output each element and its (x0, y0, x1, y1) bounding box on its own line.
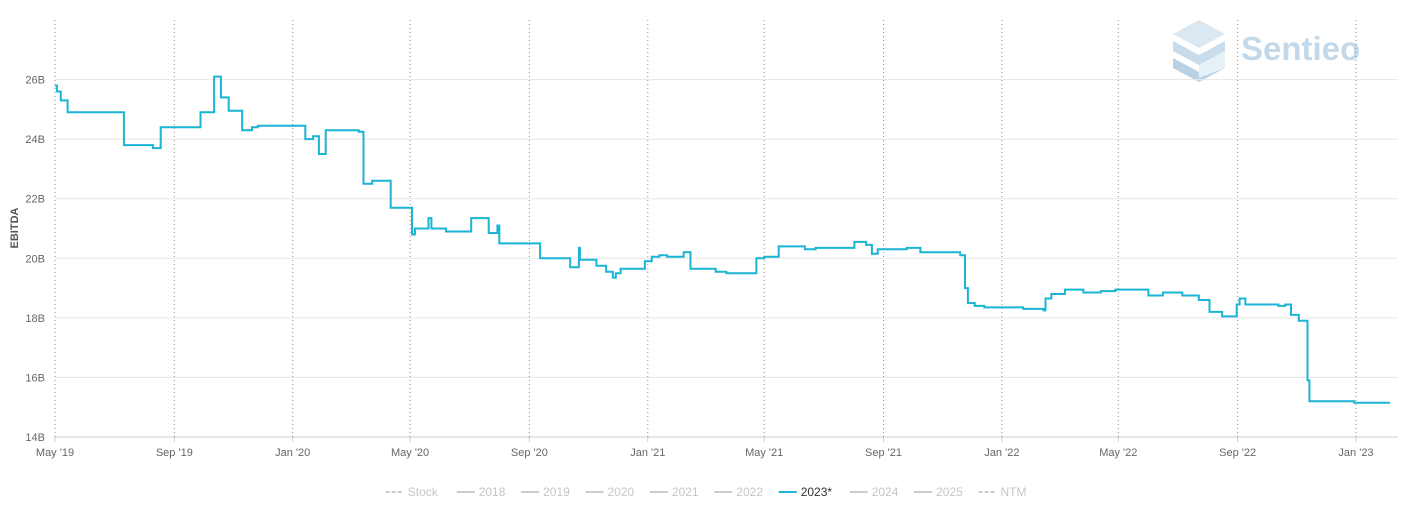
x-tick-label: Jan '23 (1338, 447, 1373, 459)
legend-item-2025[interactable]: 2025 (914, 485, 963, 499)
x-tick-label: Sep '21 (865, 447, 902, 459)
legend-item-2018[interactable]: 2018 (456, 485, 506, 499)
x-tick-label: May '19 (36, 447, 74, 459)
sentieo-watermark: Sentieo (1173, 20, 1360, 82)
x-tick-label: Sep '22 (1219, 447, 1256, 459)
legend-label: NTM (1001, 485, 1027, 499)
y-axis-label: EBITDA (9, 207, 21, 248)
x-tick-label: Jan '20 (275, 447, 310, 459)
legend-label: 2020 (608, 485, 635, 499)
sentieo-logo-icon (1173, 20, 1225, 82)
legend-item-2024[interactable]: 2024 (849, 485, 899, 499)
legend-label: 2025 (936, 485, 963, 499)
legend-item-2020[interactable]: 2020 (585, 485, 635, 499)
legend-label: 2021 (672, 485, 699, 499)
watermark-text: Sentieo (1241, 30, 1360, 67)
legend-label: 2018 (479, 485, 506, 499)
legend-item-2023[interactable]: 2023* (778, 485, 833, 499)
x-tick-label: May '20 (391, 447, 429, 459)
x-tick-label: May '21 (745, 447, 783, 459)
legend-item-2021[interactable]: 2021 (649, 485, 699, 499)
y-tick-label: 18B (25, 313, 45, 325)
legend-label: 2019 (543, 485, 570, 499)
legend-item-2022[interactable]: 2022 (714, 485, 763, 499)
legend-label: 2023* (801, 485, 833, 499)
legend-item-ntm[interactable]: NTM (978, 485, 1027, 499)
x-tick-label: Sep '20 (511, 447, 548, 459)
x-tick-label: Sep '19 (156, 447, 193, 459)
y-tick-label: 14B (25, 432, 45, 444)
legend-label: 2022 (736, 485, 763, 499)
y-tick-label: 24B (25, 134, 45, 146)
x-tick-label: Jan '22 (984, 447, 1019, 459)
legend-label: 2024 (872, 485, 899, 499)
series-line-2023 (55, 75, 1390, 404)
x-tick-label: May '22 (1099, 447, 1137, 459)
y-tick-label: 20B (25, 253, 45, 265)
y-tick-label: 26B (25, 75, 45, 87)
legend-item-2019[interactable]: 2019 (521, 485, 570, 499)
y-tick-label: 22B (25, 194, 45, 206)
legend-item-stock[interactable]: Stock (385, 485, 439, 499)
y-tick-label: 16B (25, 372, 45, 384)
x-tick-label: Jan '21 (630, 447, 665, 459)
legend-label: Stock (408, 485, 439, 499)
